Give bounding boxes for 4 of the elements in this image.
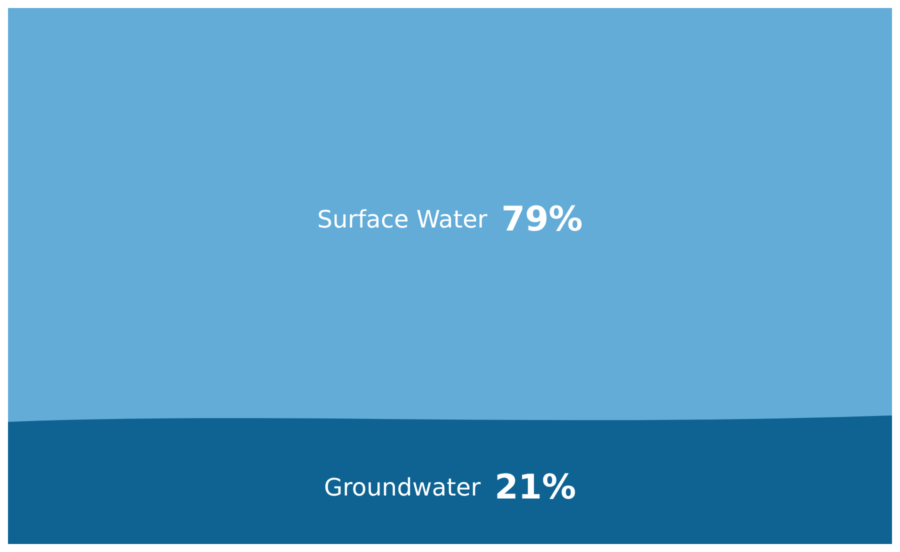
category-label: Surface Water (317, 206, 488, 234)
category-label: Groundwater (324, 474, 481, 502)
data-label: 79% (501, 200, 583, 240)
data-label: 21% (494, 468, 576, 508)
